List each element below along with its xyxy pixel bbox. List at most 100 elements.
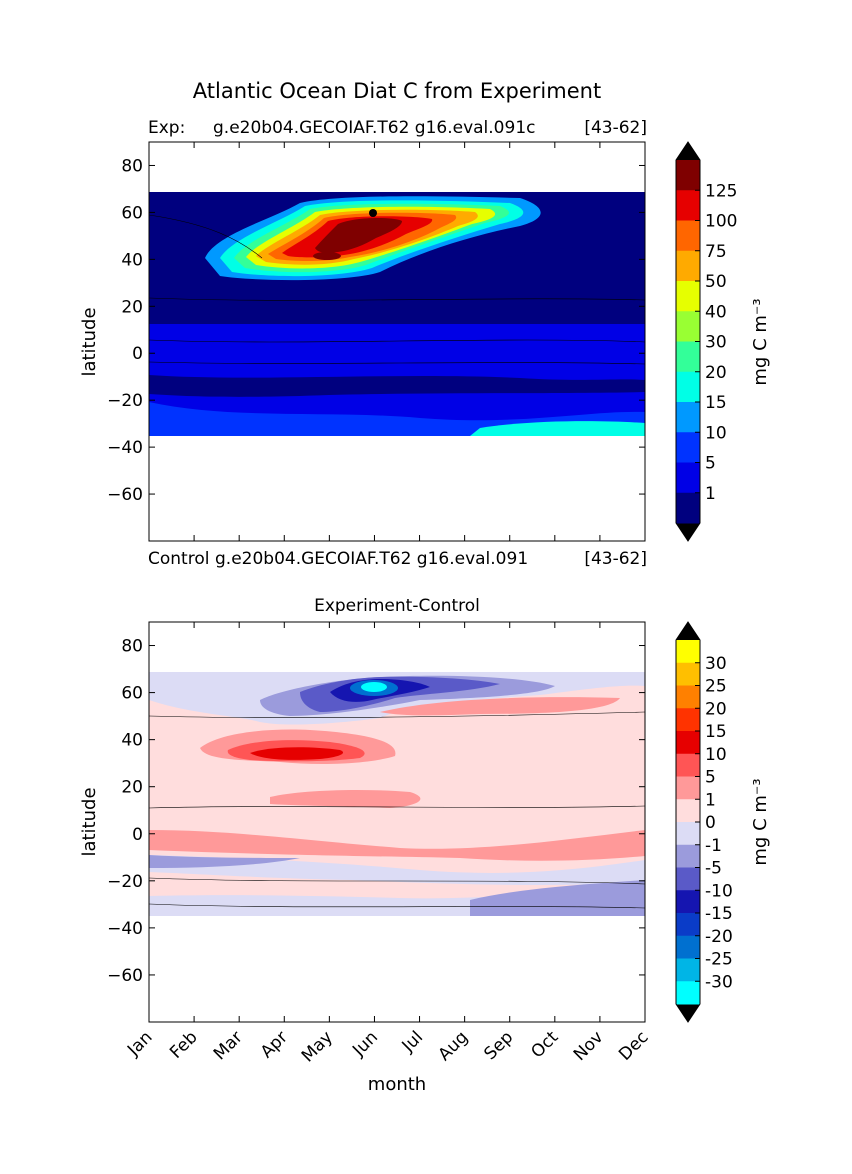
top-bloom-peak <box>369 209 377 217</box>
bottom-colorbar-swatch <box>676 867 700 891</box>
xtick-label-mar: Mar <box>210 1027 247 1064</box>
bottom-neg-30 <box>361 682 387 692</box>
bottom-colorbar-swatch <box>676 776 700 800</box>
top-colorbar-tick-label: 15 <box>705 393 727 413</box>
top-colorbar-tick-label: 1 <box>705 484 716 504</box>
top-ytick-label: 60 <box>121 203 143 223</box>
top-contour-lines <box>149 214 645 365</box>
bottom-colorbar-swatch <box>676 685 700 709</box>
top-colorbar-swatch <box>676 402 700 433</box>
bottom-ytick-label: −60 <box>107 966 143 986</box>
bottom-colorbar-tick-label: 15 <box>705 722 727 742</box>
bottom-colorbar-tick-label: -30 <box>705 972 733 992</box>
bottom-colorbar-swatch <box>676 822 700 846</box>
bottom-title-left: Control <box>148 549 209 569</box>
top-title-center: g.e20b04.GECOIAF.T62 g16.eval.091c <box>213 118 535 138</box>
bottom-colorbar-swatch <box>676 935 700 959</box>
top-colorbar: 125 100 75 50 40 30 20 15 10 5 1 <box>675 141 737 542</box>
top-ytick-label: 20 <box>121 297 143 317</box>
bottom-ytick-label: 0 <box>132 825 143 845</box>
bottom-colorbar-extend-top <box>676 622 700 640</box>
bottom-xlabel: month <box>368 1074 426 1095</box>
bottom-colorbar-swatch <box>676 731 700 755</box>
top-colorbar-tick-label: 50 <box>705 272 727 292</box>
bottom-ytick-label: 20 <box>121 778 143 798</box>
top-colorbar-extend-top <box>676 142 700 160</box>
bottom-colorbar-swatch <box>676 890 700 914</box>
bottom-axes-frame <box>148 621 646 1023</box>
bottom-colorbar-swatch <box>676 981 700 1005</box>
top-south-high <box>470 421 645 436</box>
xtick-label-nov: Nov <box>570 1027 608 1065</box>
bottom-pos-1-north <box>380 697 620 716</box>
bottom-ytick-label: 60 <box>121 684 143 704</box>
top-colorbar-tick-label: 75 <box>705 242 727 262</box>
xtick-label-jan: Jan <box>123 1027 156 1060</box>
xtick-label-feb: Feb <box>166 1027 201 1062</box>
top-colorbar-extend-bottom <box>676 523 700 541</box>
top-ytick-label: 40 <box>121 250 143 270</box>
top-colorbar-outline <box>675 141 701 542</box>
top-colorbar-swatch <box>676 220 700 252</box>
top-colorbar-swatch <box>676 492 700 524</box>
bottom-colorbar-tick-label: 1 <box>705 790 716 810</box>
xtick-label-oct: Oct <box>527 1027 562 1062</box>
xtick-label-sep: Sep <box>480 1027 517 1064</box>
bottom-colorbar-swatch <box>676 913 700 937</box>
top-colorbar-tick-label: 125 <box>705 181 737 201</box>
top-title-left: Exp: <box>148 118 185 138</box>
top-colorbar-swatch <box>676 371 700 403</box>
bottom-colorbar-tick-label: 20 <box>705 699 727 719</box>
bottom-contour-lines <box>149 711 645 909</box>
bottom-colorbar-swatch <box>676 844 700 868</box>
xtick-label-jul: Jul <box>398 1027 427 1056</box>
bottom-colorbar-tick-label: 5 <box>705 768 716 788</box>
top-colorbar-swatch <box>676 281 700 312</box>
bottom-colorbar-tick-label: 25 <box>705 677 727 697</box>
top-south-band <box>149 375 645 397</box>
bottom-colorbar-extend-bottom <box>676 1004 700 1022</box>
bottom-colorbar-tick-label: -25 <box>705 950 733 970</box>
bottom-colorbar-swatch <box>676 753 700 777</box>
bottom-colorbar-tick-label: -5 <box>705 859 722 879</box>
bottom-colorbar-swatch <box>676 799 700 823</box>
bottom-neg-5-south <box>149 855 300 868</box>
top-colorbar-swatch <box>676 432 700 463</box>
top-colorbar-swatch <box>676 341 700 373</box>
top-colorbar-tick-label: 30 <box>705 333 727 353</box>
bottom-colorbar-tick-label: 10 <box>705 745 727 765</box>
bottom-neg-1-south <box>149 855 645 886</box>
xtick-label-may: May <box>298 1027 337 1066</box>
top-ylabel: latitude <box>79 307 100 376</box>
xtick-label-aug: Aug <box>435 1027 473 1065</box>
bottom-colorbar-tick-label: -20 <box>705 927 733 947</box>
bottom-ytick-label: 40 <box>121 731 143 751</box>
top-title-right: [43-62] <box>584 118 647 138</box>
top-axis-ticks: 80 60 40 20 0 −20 −40 −60 <box>107 142 646 541</box>
top-ytick-label: −40 <box>107 438 143 458</box>
bottom-ytick-label: −40 <box>107 919 143 939</box>
bottom-colorbar-tick-label: -10 <box>705 881 733 901</box>
bottom-ytick-label: −20 <box>107 872 143 892</box>
bottom-pos-10 <box>250 747 344 760</box>
bottom-title-right: [43-62] <box>584 549 647 569</box>
bottom-colorbar-swatch <box>676 640 700 664</box>
bottom-colorbar-swatch <box>676 662 700 686</box>
xtick-label-dec: Dec <box>615 1027 652 1064</box>
top-colorbar-tick-label: 100 <box>705 212 737 232</box>
top-contour-plot <box>149 192 645 436</box>
top-colorbar-swatch <box>676 311 700 342</box>
top-ytick-label: −20 <box>107 391 143 411</box>
bottom-title-center: g.e20b04.GECOIAF.T62 g16.eval.091 <box>215 549 528 569</box>
top-colorbar-swatch <box>676 160 700 191</box>
xtick-label-jun: Jun <box>348 1027 382 1061</box>
figure-title: Atlantic Ocean Diat C from Experiment <box>193 79 601 103</box>
bottom-colorbar-tick-label: -1 <box>705 836 722 856</box>
bottom-colorbar-label: mg C m⁻³ <box>750 778 771 865</box>
top-colorbar-tick-label: 10 <box>705 423 727 443</box>
bottom-contour-plot <box>149 672 645 916</box>
bottom-colorbar-outline <box>675 621 701 1023</box>
bottom-subtitle: Experiment-Control <box>314 596 480 616</box>
top-subtropic-band <box>149 288 645 324</box>
